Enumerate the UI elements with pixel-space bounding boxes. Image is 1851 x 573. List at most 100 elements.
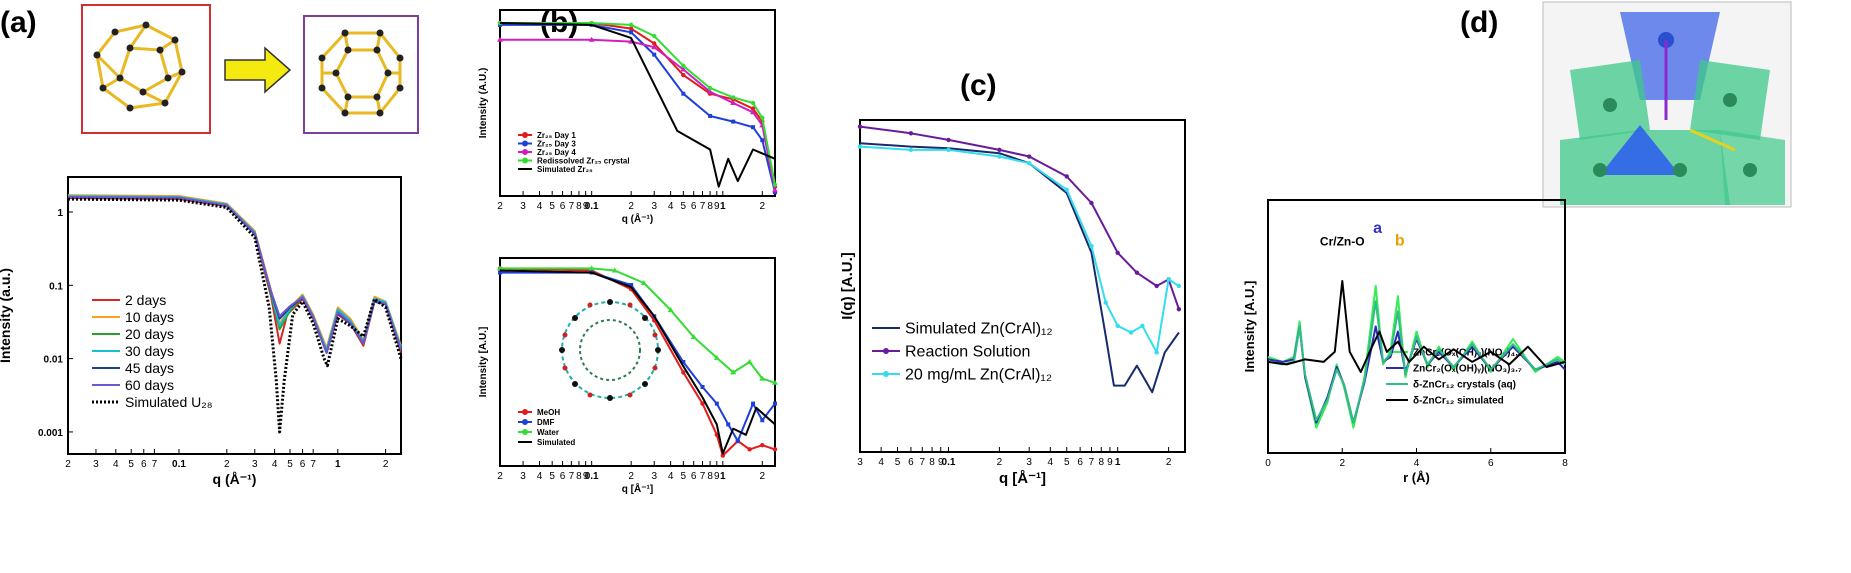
legend-label: δ-ZnCr₁₂ simulated bbox=[1413, 396, 1504, 407]
x-tick-label: 4 bbox=[878, 457, 884, 468]
x-tick-label: 8 bbox=[1098, 457, 1104, 468]
chart-c: 3 4 5 6 7 8 90.1 2 3 4 5 6 7 8 9 1 2q [Å⁻¹]I(q) [A.U.]Si… bbox=[839, 119, 1186, 487]
legend-marker bbox=[522, 132, 528, 138]
x-tick-label: 1 bbox=[335, 459, 341, 470]
x-tick-label: 9 bbox=[714, 201, 720, 212]
series-point bbox=[1115, 323, 1120, 329]
x-tick-label: 9 bbox=[1107, 457, 1113, 468]
series-point bbox=[1140, 323, 1145, 329]
x-tick-label: 4 bbox=[272, 459, 278, 470]
x-tick-label: 3 bbox=[1026, 457, 1032, 468]
x-tick-label: 9 bbox=[714, 471, 720, 482]
x-tick-label: 2 bbox=[760, 471, 766, 482]
series-line-1 bbox=[500, 271, 776, 442]
series-point bbox=[629, 30, 634, 35]
legend-marker bbox=[883, 348, 889, 354]
x-tick-label: 1 bbox=[1115, 457, 1121, 468]
legend-marker bbox=[522, 149, 528, 155]
x-tick-label: 6 bbox=[691, 471, 697, 482]
plot-frame bbox=[859, 119, 1186, 453]
series-point bbox=[750, 106, 756, 111]
x-tick-label: 8 bbox=[929, 457, 935, 468]
x-tick-label: 7 bbox=[152, 459, 158, 470]
x-tick-label: 9 bbox=[583, 201, 589, 212]
series-point bbox=[946, 147, 951, 153]
plot-frame bbox=[499, 9, 776, 197]
series-point bbox=[1089, 243, 1094, 249]
series-point bbox=[629, 283, 634, 288]
y-axis-title: I(q) [A.U.] bbox=[839, 252, 856, 319]
x-tick-label: 9 bbox=[583, 471, 589, 482]
series-point bbox=[997, 154, 1002, 159]
arrow-right-icon bbox=[224, 46, 292, 94]
series-point bbox=[497, 265, 503, 271]
series-point bbox=[1064, 187, 1069, 192]
panel-label-d: (d) bbox=[1460, 6, 1498, 39]
series-point bbox=[760, 115, 765, 121]
annotation-label: b bbox=[1395, 233, 1405, 250]
x-axis-title: q [Å⁻¹] bbox=[622, 482, 653, 495]
chart-b-bottom: 2 3 4 5 6 7 8 90.1 2 3 4 5 6 7 8 9 1 2q [Å⁻¹]Intensity [A… bbox=[478, 257, 778, 495]
x-tick-label: 4 bbox=[537, 471, 543, 482]
legend-label: MeOH bbox=[537, 408, 560, 417]
series-point bbox=[760, 138, 765, 143]
series-point bbox=[751, 401, 756, 406]
series-point bbox=[707, 88, 714, 94]
series-line-3 bbox=[1267, 280, 1566, 373]
series-line-0 bbox=[67, 197, 402, 354]
series-point bbox=[730, 369, 737, 375]
series-point bbox=[772, 182, 778, 188]
series-point bbox=[946, 137, 951, 143]
y-axis-title: Intensity (a.u.) bbox=[0, 268, 13, 363]
series-point bbox=[707, 85, 713, 91]
x-tick-label: 7 bbox=[919, 457, 925, 468]
series-point bbox=[760, 443, 765, 448]
x-tick-label: 3 bbox=[520, 201, 526, 212]
series-point bbox=[759, 375, 766, 381]
legend-label: DMF bbox=[537, 418, 554, 427]
legend-marker bbox=[522, 429, 528, 435]
series-point bbox=[857, 144, 863, 149]
x-tick-label: 7 bbox=[310, 459, 316, 470]
x-tick-label: 5 bbox=[681, 201, 687, 212]
series-point bbox=[498, 270, 502, 275]
legend-marker bbox=[522, 419, 528, 425]
legend-label: δ-ZnCr₁₂ crystals (aq) bbox=[1413, 380, 1516, 391]
x-tick-label: 4 bbox=[1414, 458, 1420, 469]
x-tick-label: 4 bbox=[668, 201, 674, 212]
series-point bbox=[708, 114, 713, 119]
x-tick-label: 6 bbox=[560, 471, 566, 482]
legend-label: 20 mg/mL Zn(CrAl)₁₂ bbox=[905, 367, 1052, 384]
series-point bbox=[681, 370, 686, 375]
series-point bbox=[652, 52, 657, 57]
x-tick-label: 4 bbox=[668, 471, 674, 482]
series-line-3 bbox=[500, 22, 776, 185]
chart-b-top: 2 3 4 5 6 7 8 90.1 2 3 4 5 6 7 8 9 1 2q (Å⁻¹)Intensity (A… bbox=[478, 9, 778, 225]
plot-frame bbox=[499, 257, 776, 467]
x-tick-label: 6 bbox=[560, 201, 566, 212]
x-tick-label: 7 bbox=[569, 201, 575, 212]
x-axis-title: q (Å⁻¹) bbox=[622, 212, 653, 225]
x-tick-label: 0.1 bbox=[585, 471, 599, 482]
legend-label: Zr₂₅ Day 4 bbox=[537, 148, 576, 157]
series-point bbox=[746, 359, 753, 364]
legend-label: Simulated Zr₂₅ bbox=[537, 165, 593, 174]
series-point bbox=[652, 41, 657, 46]
legend-label: Zr₂₅ Day 3 bbox=[537, 139, 576, 148]
x-tick-label: 1 bbox=[720, 201, 726, 212]
series-point bbox=[1026, 154, 1032, 159]
series-point bbox=[772, 187, 778, 193]
x-tick-label: 7 bbox=[700, 471, 706, 482]
x-tick-label: 2 bbox=[1166, 457, 1172, 468]
series-line-2 bbox=[859, 145, 1180, 354]
series-point bbox=[751, 125, 756, 130]
x-tick-label: 0.1 bbox=[172, 459, 186, 470]
x-tick-label: 0 bbox=[1265, 458, 1271, 469]
series-point bbox=[1115, 250, 1120, 255]
series-line-5 bbox=[67, 196, 402, 354]
legend-label: Water bbox=[537, 428, 559, 437]
y-tick-label: 0.01 bbox=[44, 355, 64, 366]
cluster-atoms-right bbox=[318, 29, 404, 117]
legend-label: Reaction Solution bbox=[905, 344, 1030, 361]
molecule-illustration-icon bbox=[559, 299, 661, 401]
